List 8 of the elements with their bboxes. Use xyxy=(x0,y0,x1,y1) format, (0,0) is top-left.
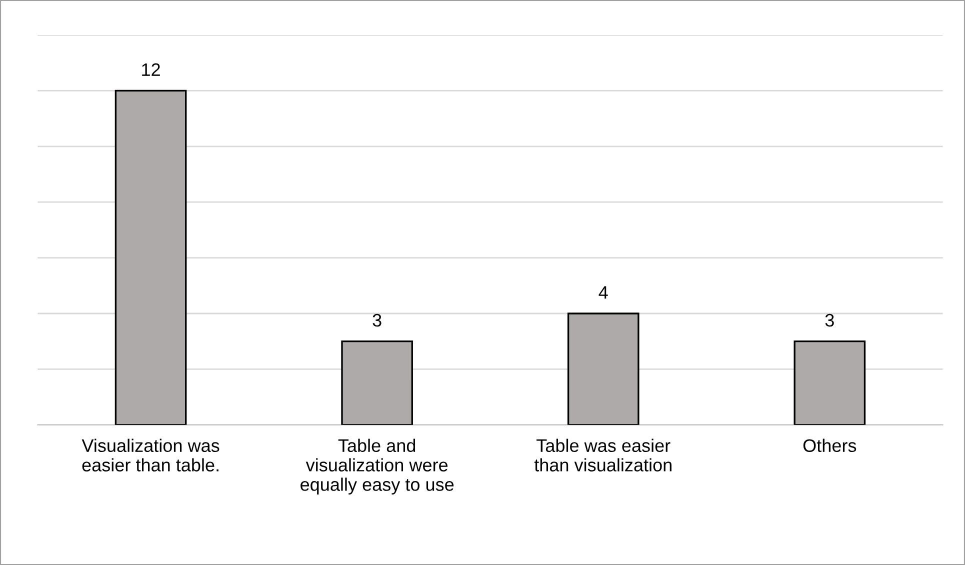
data-label: 3 xyxy=(825,314,834,327)
data-label: 4 xyxy=(598,286,608,299)
data-label: 12 xyxy=(142,63,160,76)
data-label: 3 xyxy=(372,314,382,327)
x-tick-label: Table and visualization were equally easy to use xyxy=(300,438,454,494)
x-tick-label: Table was easier than visualization xyxy=(534,438,672,472)
x-tick-label: Others xyxy=(803,438,856,452)
x-tick-label: Visualization was easier than table. xyxy=(82,438,220,472)
